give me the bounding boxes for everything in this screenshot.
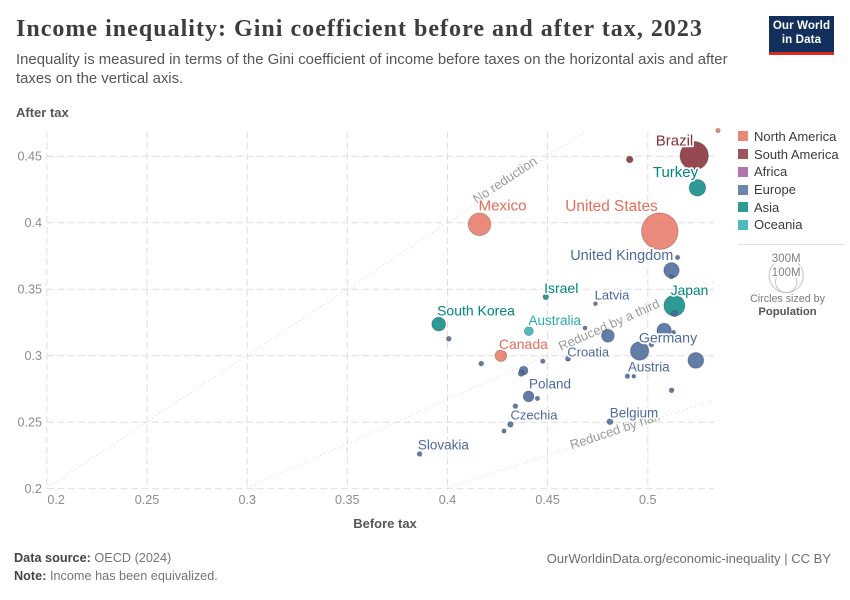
- svg-text:0.25: 0.25: [17, 416, 42, 430]
- svg-text:Latvia: Latvia: [595, 288, 630, 303]
- svg-text:Belgium: Belgium: [610, 406, 658, 421]
- svg-text:0.35: 0.35: [335, 493, 360, 507]
- svg-text:Poland: Poland: [529, 377, 571, 392]
- svg-text:Croatia: Croatia: [567, 344, 610, 359]
- svg-text:Japan: Japan: [671, 283, 709, 298]
- svg-text:0.45: 0.45: [535, 493, 560, 507]
- svg-text:Turkey: Turkey: [653, 164, 699, 181]
- svg-text:0.35: 0.35: [17, 283, 42, 297]
- svg-text:Germany: Germany: [639, 330, 698, 346]
- svg-text:0.25: 0.25: [135, 493, 160, 507]
- svg-text:Australia: Australia: [529, 313, 582, 328]
- svg-text:0.3: 0.3: [238, 493, 256, 507]
- svg-text:Austria: Austria: [628, 360, 670, 375]
- svg-text:0.5: 0.5: [639, 493, 657, 507]
- svg-text:South Korea: South Korea: [437, 302, 515, 318]
- svg-text:Mexico: Mexico: [478, 198, 526, 215]
- svg-text:0.4: 0.4: [24, 216, 42, 230]
- svg-text:Israel: Israel: [544, 280, 578, 296]
- svg-text:0.45: 0.45: [17, 150, 42, 164]
- svg-text:Canada: Canada: [499, 336, 548, 352]
- svg-text:0.4: 0.4: [439, 493, 457, 507]
- svg-text:Brazil: Brazil: [656, 133, 694, 150]
- svg-text:0.2: 0.2: [47, 493, 65, 507]
- svg-text:United Kingdom: United Kingdom: [570, 248, 673, 264]
- svg-text:United States: United States: [565, 198, 658, 215]
- svg-text:0.2: 0.2: [24, 482, 42, 496]
- svg-text:Czechia: Czechia: [511, 407, 559, 422]
- svg-text:0.3: 0.3: [24, 349, 42, 363]
- svg-text:Slovakia: Slovakia: [418, 437, 470, 452]
